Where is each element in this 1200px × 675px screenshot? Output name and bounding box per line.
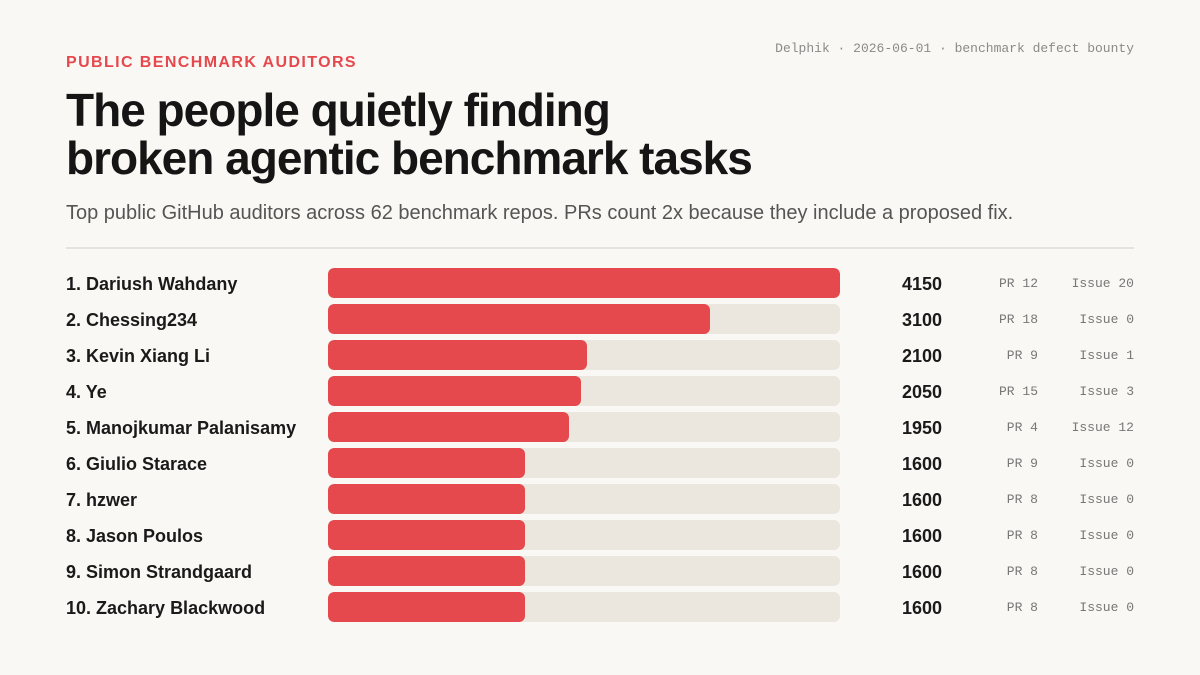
bar-fill: [328, 592, 525, 622]
bar-row: 7. hzwer 1600 PR 8 Issue 0: [0, 482, 1200, 518]
issue-count: Issue 0: [1079, 600, 1134, 615]
auditor-name: 9. Simon Strandgaard: [66, 562, 253, 582]
score-value: 2050: [901, 382, 942, 402]
bar-fill: [328, 340, 587, 370]
bar-row: 6. Giulio Starace 1600 PR 9 Issue 0: [0, 446, 1200, 482]
pr-count: PR 8: [1006, 492, 1038, 507]
bar-row: 4. Ye 2050 PR 15 Issue 3: [0, 374, 1200, 410]
bar-fill: [328, 376, 581, 406]
pr-count: PR 15: [998, 384, 1038, 399]
issue-count: Issue 0: [1079, 312, 1134, 327]
bar-fill: [328, 268, 840, 298]
issue-count: Issue 0: [1079, 564, 1134, 579]
bar-track: [328, 484, 840, 514]
pr-count: PR 4: [1006, 420, 1038, 435]
bar-track: [328, 448, 840, 478]
pr-count: PR 9: [1006, 456, 1038, 471]
issue-count: Issue 12: [1071, 420, 1134, 435]
bar-track: [328, 592, 840, 622]
score-value: 1600: [901, 526, 942, 546]
issue-count: Issue 3: [1079, 384, 1134, 399]
bar-track: [328, 268, 840, 298]
bar-track: [328, 556, 840, 586]
auditor-name: 6. Giulio Starace: [66, 454, 208, 474]
bar-row: 10. Zachary Blackwood 1600 PR 8 Issue 0: [0, 590, 1200, 626]
bar-row: 3. Kevin Xiang Li 2100 PR 9 Issue 1: [0, 338, 1200, 374]
issue-count: Issue 0: [1079, 492, 1134, 507]
eyebrow-label: PUBLIC BENCHMARK AUDITORS: [66, 54, 357, 71]
bar-fill: [328, 412, 569, 442]
divider: [66, 247, 1134, 249]
bar-fill: [328, 484, 525, 514]
score-value: 1600: [901, 454, 942, 474]
meta-line: Delphik · 2026-06-01 · benchmark defect …: [775, 41, 1134, 56]
bar-track: [328, 376, 840, 406]
pr-count: PR 8: [1006, 528, 1038, 543]
auditor-name: 5. Manojkumar Palanisamy: [66, 418, 297, 438]
auditor-name: 8. Jason Poulos: [66, 526, 204, 546]
bar-fill: [328, 520, 525, 550]
score-value: 4150: [901, 274, 942, 294]
page-title: The people quietly finding broken agenti…: [66, 86, 966, 182]
bar-track: [328, 304, 840, 334]
bar-track: [328, 412, 840, 442]
bar-fill: [328, 448, 525, 478]
issue-count: Issue 0: [1079, 456, 1134, 471]
pr-count: PR 18: [998, 312, 1038, 327]
pr-count: PR 8: [1006, 600, 1038, 615]
pr-count: PR 9: [1006, 348, 1038, 363]
score-value: 2100: [901, 346, 942, 366]
auditor-name: 3. Kevin Xiang Li: [66, 346, 211, 366]
auditor-name: 10. Zachary Blackwood: [66, 598, 266, 618]
bar-row: 5. Manojkumar Palanisamy 1950 PR 4 Issue 12: [0, 410, 1200, 446]
bar-row: 1. Dariush Wahdany 4150 PR 12 Issue 20: [0, 266, 1200, 302]
issue-count: Issue 20: [1071, 276, 1134, 291]
score-value: 1600: [901, 562, 942, 582]
score-value: 1600: [901, 598, 942, 618]
title-line-2: broken agentic benchmark tasks: [66, 132, 753, 184]
auditor-name: 1. Dariush Wahdany: [66, 274, 238, 294]
bar-row: 2. Chessing234 3100 PR 18 Issue 0: [0, 302, 1200, 338]
bar-fill: [328, 556, 525, 586]
score-value: 3100: [901, 310, 942, 330]
issue-count: Issue 1: [1079, 348, 1134, 363]
bar-row: 8. Jason Poulos 1600 PR 8 Issue 0: [0, 518, 1200, 554]
score-value: 1950: [901, 418, 942, 438]
bar-fill: [328, 304, 710, 334]
auditor-name: 4. Ye: [66, 382, 107, 402]
subtitle: Top public GitHub auditors across 62 ben…: [66, 202, 1014, 224]
score-value: 1600: [901, 490, 942, 510]
bar-track: [328, 340, 840, 370]
auditor-name: 2. Chessing234: [66, 310, 198, 330]
leaderboard-chart: 1. Dariush Wahdany 4150 PR 12 Issue 20 2. Ch…: [0, 266, 1200, 626]
bar-track: [328, 520, 840, 550]
pr-count: PR 8: [1006, 564, 1038, 579]
pr-count: PR 12: [998, 276, 1038, 291]
issue-count: Issue 0: [1079, 528, 1134, 543]
bar-row: 9. Simon Strandgaard 1600 PR 8 Issue 0: [0, 554, 1200, 590]
title-line-1: The people quietly finding: [66, 84, 611, 136]
auditor-name: 7. hzwer: [66, 490, 138, 510]
